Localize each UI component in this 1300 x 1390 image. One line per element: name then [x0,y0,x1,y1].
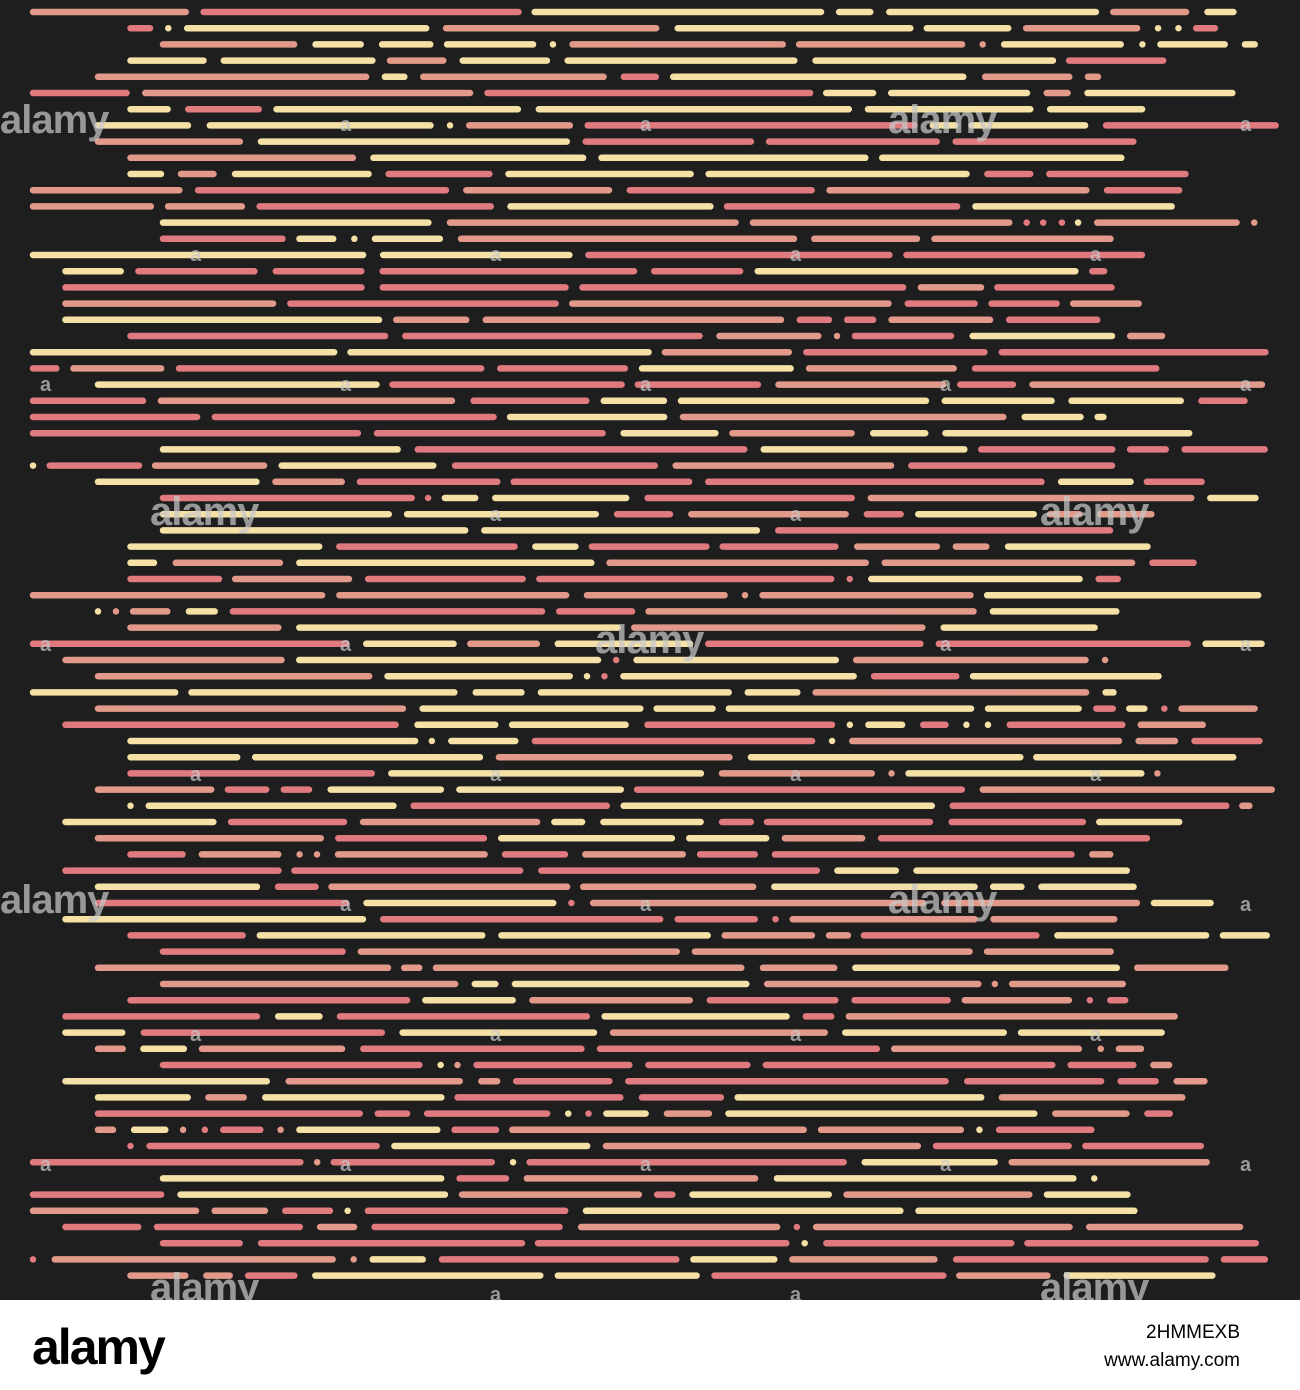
watermark-badge: a [340,894,352,916]
watermark-badge: a [790,1024,802,1046]
watermark-badge: a [190,1024,202,1046]
watermark-badge: a [40,1154,52,1176]
watermark-badge: a [190,764,202,786]
watermark-badge: a [1240,634,1252,656]
watermark-badge: a [40,634,52,656]
footer-bar: alamy 2HMMEXB www.alamy.com [0,1300,1300,1390]
watermark-alamy: alamy [888,878,997,922]
image-id: 2HMMEXB [1146,1322,1240,1343]
alamy-logo: alamy [32,1319,166,1375]
watermark-alamy: alamy [595,618,704,662]
watermark-badge: a [1090,244,1102,266]
watermark-badge: a [640,374,652,396]
watermark-badge: a [940,634,952,656]
watermark-badge: a [490,764,502,786]
watermark-badge: a [340,1154,352,1176]
watermark-badge: a [340,634,352,656]
watermark-alamy: alamy [0,878,109,922]
watermark-alamy: alamy [1040,490,1149,534]
site-url: www.alamy.com [1104,1350,1240,1371]
watermark-badge: a [490,244,502,266]
watermark-badge: a [1090,1024,1102,1046]
watermark-badge: a [1240,894,1252,916]
watermark-badge: a [640,1154,652,1176]
watermark-badge: a [790,244,802,266]
watermark-badge: a [340,374,352,396]
watermark-badge: a [340,114,352,136]
watermark-badge: a [190,244,202,266]
striped-lines-pattern [29,8,1279,1279]
watermark-badge: a [790,1284,802,1300]
watermark-badge: a [1240,374,1252,396]
watermark-badge: a [940,374,952,396]
watermark-alamy: alamy [150,1266,259,1300]
watermark-badge: a [490,1284,502,1300]
watermark-badge: a [490,1024,502,1046]
watermark-badge: a [1090,764,1102,786]
watermark-badge: a [790,764,802,786]
watermark-alamy: alamy [0,98,109,142]
watermark-alamy: alamy [888,98,997,142]
watermark-badge: a [1240,1154,1252,1176]
watermark-alamy: alamy [150,490,259,534]
watermark-badge: a [640,114,652,136]
artwork: alamy alamy alamy alamy alamy alamy alam… [0,0,1300,1300]
watermark-badge: a [790,504,802,526]
watermark-badge: a [490,504,502,526]
watermark-badge: a [940,1154,952,1176]
watermark-alamy: alamy [1040,1266,1149,1300]
watermark-badge: a [1240,114,1252,136]
watermark-badge: a [640,894,652,916]
watermark-badge: a [40,374,52,396]
